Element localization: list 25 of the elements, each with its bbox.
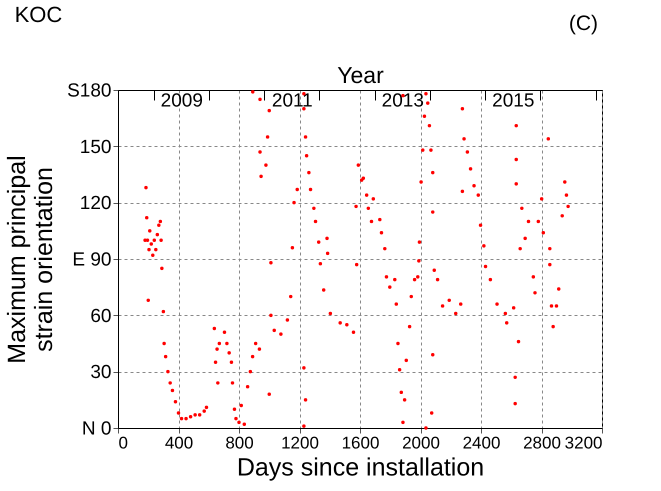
x2-tick-label: 2009 [160, 90, 203, 112]
y-axis-title: Maximum principal strain orientation [3, 155, 58, 364]
y-tick-label: E 90 [72, 250, 112, 270]
x-tick-label: 2000 [402, 434, 440, 452]
y-tick-label: N 0 [82, 418, 112, 440]
x-tick-label: 3200 [564, 434, 602, 452]
y-tick-label: S180 [67, 80, 112, 102]
x2-tick-label: 2013 [382, 90, 424, 112]
x2-tick-label: 2015 [492, 90, 534, 112]
x-tick-label: 400 [164, 434, 194, 452]
chart-title: KOC [14, 2, 62, 27]
text: (C) [568, 12, 598, 35]
x-tick-label: 0 [118, 434, 128, 452]
y-tick-label: 30 [90, 362, 112, 384]
x-tick-label: 800 [225, 434, 254, 452]
y-tick-label: 60 [90, 306, 112, 327]
x2-tick-label: 2011 [272, 90, 313, 112]
y-tick-label: 120 [80, 193, 112, 214]
x-tick-label: 2800 [523, 434, 561, 452]
x2-axis-title: Year [337, 62, 384, 88]
x-tick-label: 1600 [342, 434, 380, 452]
y-tick-label: 150 [80, 136, 112, 158]
x-axis-title: Days since installation [236, 454, 484, 482]
x-tick-label: 2400 [462, 434, 500, 452]
x-tick-label: 1200 [281, 434, 319, 452]
